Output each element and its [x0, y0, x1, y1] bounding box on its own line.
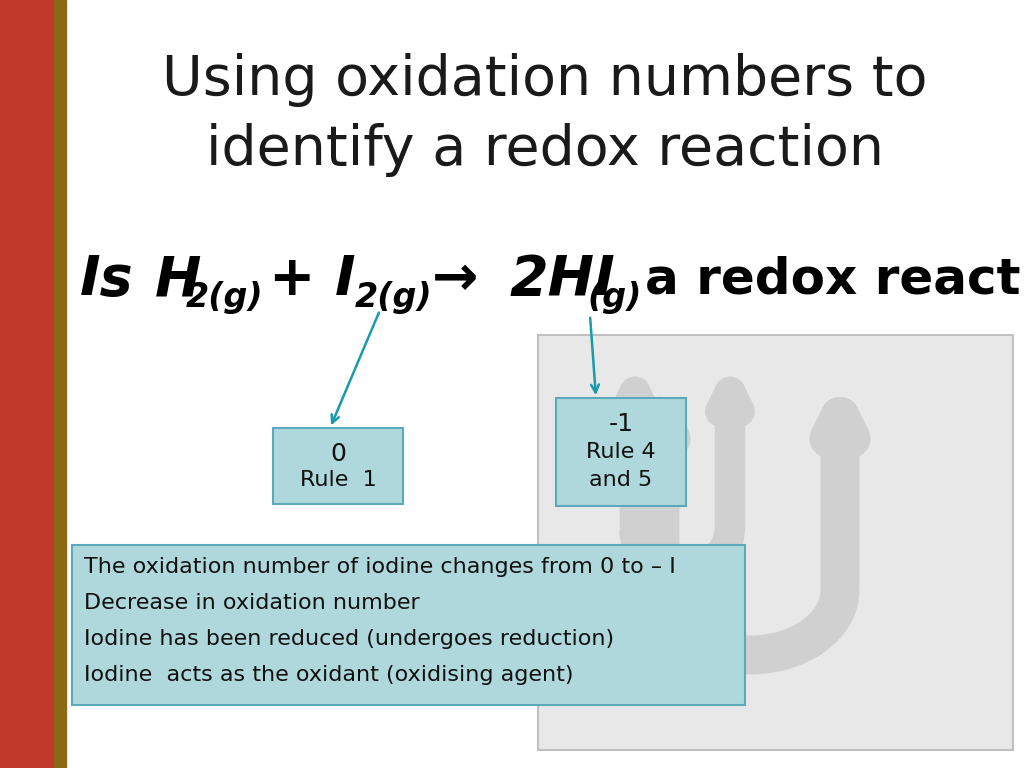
Bar [0, 0, 62, 768]
Text: Iodine has been reduced (undergoes reduction): Iodine has been reduced (undergoes reduc… [84, 629, 614, 649]
Text: +: + [268, 253, 314, 307]
Bar [538, 335, 1013, 750]
Bar [72, 545, 745, 705]
Text: 2(g): 2(g) [355, 282, 432, 315]
Text: I: I [335, 253, 355, 307]
Text: Using oxidation numbers to: Using oxidation numbers to [162, 53, 928, 107]
Bar [54, 0, 66, 768]
Text: →: → [432, 253, 478, 307]
Text: 2(g): 2(g) [186, 282, 263, 315]
Bar [556, 398, 686, 506]
Text: The oxidation number of iodine changes from 0 to – I: The oxidation number of iodine changes f… [84, 557, 676, 577]
Text: Rule  1: Rule 1 [300, 470, 377, 490]
Text: -1: -1 [608, 412, 634, 436]
Text: and 5: and 5 [590, 470, 652, 490]
Text: Is: Is [80, 253, 133, 307]
Text: identify a redox reaction: identify a redox reaction [206, 123, 884, 177]
Text: a redox reaction?: a redox reaction? [645, 256, 1024, 304]
Text: Iodine  acts as the oxidant (oxidising agent): Iodine acts as the oxidant (oxidising ag… [84, 665, 573, 685]
Text: Decrease in oxidation number: Decrease in oxidation number [84, 593, 420, 613]
Text: 2HI: 2HI [510, 253, 615, 307]
Text: 0: 0 [330, 442, 346, 466]
Bar [273, 428, 403, 504]
Text: H: H [155, 253, 202, 307]
Text: Rule 4: Rule 4 [586, 442, 655, 462]
Text: (g): (g) [587, 282, 641, 315]
